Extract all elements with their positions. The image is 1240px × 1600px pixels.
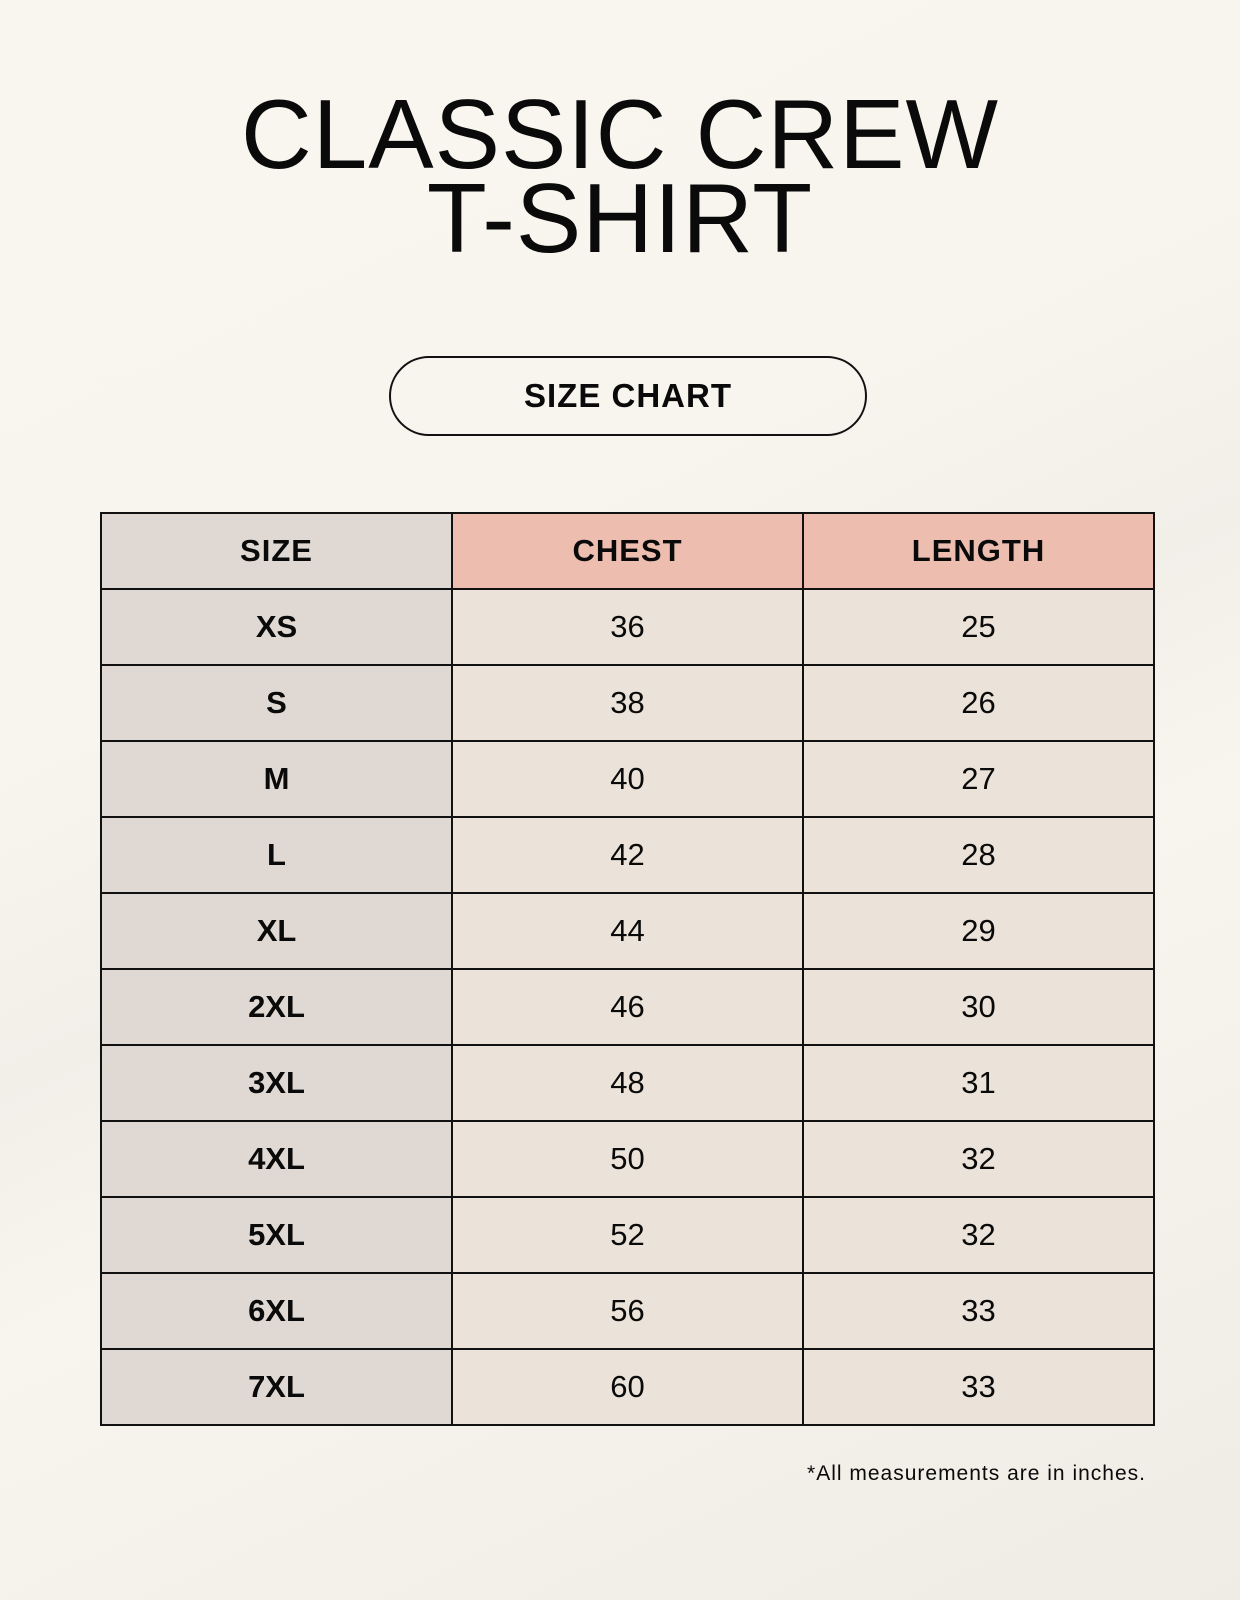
size-table: SIZE CHEST LENGTH XS 36 25 S 38 26 M 40 27 L 42 28 X… [100, 512, 1155, 1426]
cell-size: 6XL [100, 1272, 453, 1350]
table-row: M 40 27 [100, 740, 1155, 818]
cell-length: 27 [802, 740, 1155, 818]
cell-chest: 60 [451, 1348, 804, 1426]
cell-size: 7XL [100, 1348, 453, 1426]
cell-size: XS [100, 588, 453, 666]
cell-size: 3XL [100, 1044, 453, 1122]
cell-chest: 56 [451, 1272, 804, 1350]
cell-size: 4XL [100, 1120, 453, 1198]
cell-chest: 44 [451, 892, 804, 970]
cell-length: 30 [802, 968, 1155, 1046]
cell-length: 32 [802, 1120, 1155, 1198]
title-line-2: T-SHIRT [426, 163, 814, 273]
table-row: 7XL 60 33 [100, 1348, 1155, 1426]
table-row: L 42 28 [100, 816, 1155, 894]
size-chart-badge: SIZE CHART [389, 356, 867, 436]
cell-length: 29 [802, 892, 1155, 970]
table-row: XL 44 29 [100, 892, 1155, 970]
cell-chest: 38 [451, 664, 804, 742]
header-chest: CHEST [451, 512, 804, 590]
cell-chest: 36 [451, 588, 804, 666]
cell-size: L [100, 816, 453, 894]
header-length: LENGTH [802, 512, 1155, 590]
cell-size: XL [100, 892, 453, 970]
cell-length: 28 [802, 816, 1155, 894]
cell-chest: 42 [451, 816, 804, 894]
cell-chest: 46 [451, 968, 804, 1046]
cell-size: 5XL [100, 1196, 453, 1274]
cell-chest: 48 [451, 1044, 804, 1122]
cell-size: 2XL [100, 968, 453, 1046]
table-row: 6XL 56 33 [100, 1272, 1155, 1350]
header-size: SIZE [100, 512, 453, 590]
cell-size: S [100, 664, 453, 742]
footnote: *All measurements are in inches. [807, 1462, 1146, 1485]
cell-length: 33 [802, 1348, 1155, 1426]
cell-chest: 52 [451, 1196, 804, 1274]
table-row: 5XL 52 32 [100, 1196, 1155, 1274]
cell-length: 31 [802, 1044, 1155, 1122]
cell-length: 32 [802, 1196, 1155, 1274]
cell-length: 26 [802, 664, 1155, 742]
table-row: 2XL 46 30 [100, 968, 1155, 1046]
cell-chest: 40 [451, 740, 804, 818]
cell-length: 33 [802, 1272, 1155, 1350]
title-line-1: CLASSIC CREW [240, 79, 999, 189]
table-row: XS 36 25 [100, 588, 1155, 666]
table-header-row: SIZE CHEST LENGTH [100, 512, 1155, 590]
table-row: S 38 26 [100, 664, 1155, 742]
table-row: 3XL 48 31 [100, 1044, 1155, 1122]
cell-length: 25 [802, 588, 1155, 666]
page-title: CLASSIC CREW T-SHIRT [0, 79, 1240, 273]
table-row: 4XL 50 32 [100, 1120, 1155, 1198]
cell-chest: 50 [451, 1120, 804, 1198]
cell-size: M [100, 740, 453, 818]
